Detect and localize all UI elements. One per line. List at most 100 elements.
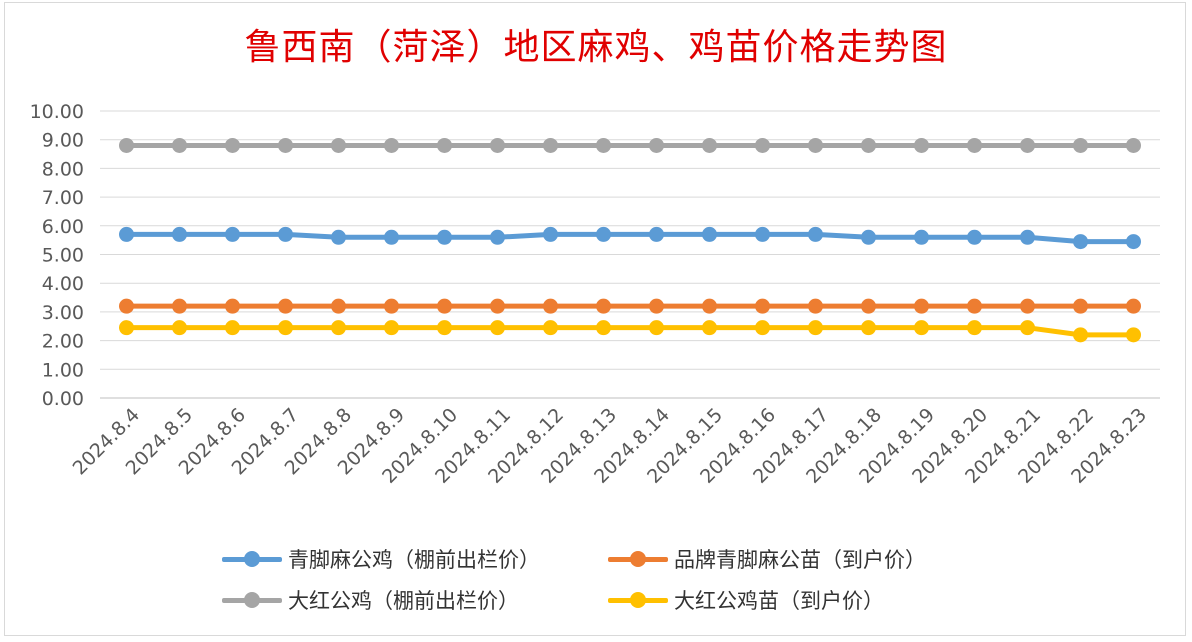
data-point[interactable] [914, 298, 929, 314]
data-point[interactable] [543, 320, 558, 336]
legend-item-series-3[interactable]: 大红公鸡苗（到户价） [608, 585, 884, 615]
data-point[interactable] [384, 298, 399, 314]
data-point[interactable] [1126, 137, 1141, 153]
data-point[interactable] [702, 226, 717, 242]
data-point[interactable] [384, 320, 399, 336]
data-point[interactable] [1020, 229, 1035, 245]
data-point[interactable] [755, 137, 770, 153]
data-point[interactable] [225, 137, 240, 153]
data-point[interactable] [437, 320, 452, 336]
data-point[interactable] [861, 320, 876, 336]
data-point[interactable] [755, 226, 770, 242]
y-tick-label: 3.00 [42, 302, 84, 324]
data-point[interactable] [1020, 137, 1035, 153]
data-point[interactable] [543, 226, 558, 242]
legend-swatch-1 [608, 549, 668, 569]
data-point[interactable] [596, 226, 611, 242]
data-point[interactable] [967, 137, 982, 153]
series-layer [119, 137, 1141, 343]
data-point[interactable] [543, 137, 558, 153]
data-point[interactable] [914, 137, 929, 153]
legend-swatch-3 [608, 590, 668, 610]
data-point[interactable] [967, 298, 982, 314]
data-point[interactable] [172, 320, 187, 336]
y-tick-label: 7.00 [42, 187, 84, 209]
data-point[interactable] [808, 137, 823, 153]
data-point[interactable] [278, 298, 293, 314]
data-point[interactable] [1126, 234, 1141, 250]
data-point[interactable] [437, 137, 452, 153]
data-point[interactable] [596, 137, 611, 153]
data-point[interactable] [490, 137, 505, 153]
data-point[interactable] [1126, 327, 1141, 343]
gridlines [100, 110, 1160, 399]
data-point[interactable] [861, 298, 876, 314]
data-point[interactable] [1073, 234, 1088, 250]
data-point[interactable] [543, 298, 558, 314]
chart-frame [4, 2, 1186, 636]
data-point[interactable] [649, 320, 664, 336]
data-point[interactable] [1073, 298, 1088, 314]
data-point[interactable] [861, 137, 876, 153]
data-point[interactable] [702, 320, 717, 336]
data-point[interactable] [649, 137, 664, 153]
data-point[interactable] [278, 137, 293, 153]
data-point[interactable] [384, 229, 399, 245]
data-point[interactable] [914, 229, 929, 245]
data-point[interactable] [172, 137, 187, 153]
data-point[interactable] [119, 320, 134, 336]
data-point[interactable] [490, 229, 505, 245]
legend-item-series-0[interactable]: 青脚麻公鸡（棚前出栏价） [222, 544, 540, 574]
legend-item-series-2[interactable]: 大红公鸡（棚前出栏价） [222, 585, 519, 615]
y-tick-label: 0.00 [42, 388, 84, 410]
data-point[interactable] [490, 320, 505, 336]
data-point[interactable] [490, 298, 505, 314]
data-point[interactable] [119, 298, 134, 314]
data-point[interactable] [119, 137, 134, 153]
legend-swatch-0 [222, 549, 282, 569]
data-point[interactable] [967, 229, 982, 245]
data-point[interactable] [437, 298, 452, 314]
legend-item-series-1[interactable]: 品牌青脚麻公苗（到户价） [608, 544, 926, 574]
data-point[interactable] [437, 229, 452, 245]
data-point[interactable] [596, 320, 611, 336]
data-point[interactable] [702, 137, 717, 153]
legend-label-2: 大红公鸡（棚前出栏价） [288, 589, 519, 613]
data-point[interactable] [1073, 137, 1088, 153]
data-point[interactable] [1126, 298, 1141, 314]
data-point[interactable] [914, 320, 929, 336]
data-point[interactable] [331, 137, 346, 153]
legend-label-0: 青脚麻公鸡（棚前出栏价） [288, 548, 540, 572]
y-tick-label: 2.00 [42, 331, 84, 353]
data-point[interactable] [384, 137, 399, 153]
data-point[interactable] [596, 298, 611, 314]
data-point[interactable] [861, 229, 876, 245]
data-point[interactable] [808, 226, 823, 242]
legend-swatch-2 [222, 590, 282, 610]
data-point[interactable] [755, 320, 770, 336]
data-point[interactable] [331, 298, 346, 314]
data-point[interactable] [808, 320, 823, 336]
data-point[interactable] [225, 320, 240, 336]
data-point[interactable] [808, 298, 823, 314]
data-point[interactable] [119, 226, 134, 242]
data-point[interactable] [1073, 327, 1088, 343]
data-point[interactable] [225, 226, 240, 242]
data-point[interactable] [278, 226, 293, 242]
data-point[interactable] [1020, 320, 1035, 336]
data-point[interactable] [278, 320, 293, 336]
y-axis-ticks: 0.00 1.00 2.00 3.00 4.00 5.00 6.00 7.00 8.00 9.00… [30, 101, 84, 410]
chart-title: 鲁西南（菏泽）地区麻鸡、鸡苗价格走势图 [244, 27, 948, 68]
data-point[interactable] [225, 298, 240, 314]
data-point[interactable] [702, 298, 717, 314]
data-point[interactable] [649, 298, 664, 314]
data-point[interactable] [172, 298, 187, 314]
data-point[interactable] [967, 320, 982, 336]
data-point[interactable] [172, 226, 187, 242]
data-point[interactable] [331, 320, 346, 336]
data-point[interactable] [755, 298, 770, 314]
data-point[interactable] [331, 229, 346, 245]
data-point[interactable] [1020, 298, 1035, 314]
data-point[interactable] [649, 226, 664, 242]
